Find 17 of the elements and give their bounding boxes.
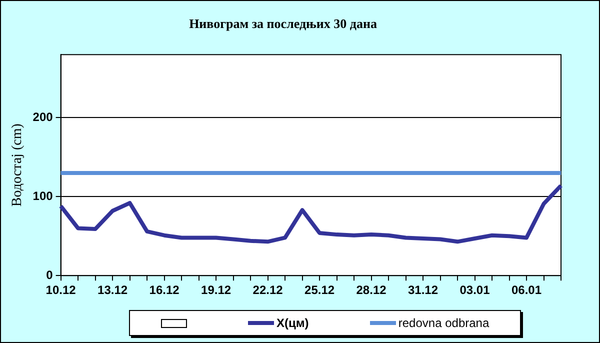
x-tick-label: 25.12	[304, 283, 335, 298]
x-tick-label: 16.12	[149, 283, 180, 298]
chart-title: Нивограм за последњих 30 дана	[189, 16, 378, 32]
y-axis-title: Водостај (cm)	[10, 123, 26, 207]
y-tick-label: 0	[46, 268, 54, 282]
x-tick-label: 31.12	[408, 283, 438, 298]
x-tick-label: 28.12	[356, 283, 387, 298]
x-tick-label: 06.01	[511, 283, 542, 298]
x-tick-label: 22.12	[252, 283, 284, 298]
y-tick-label: 200	[32, 110, 54, 124]
y-tick-label: 100	[32, 188, 54, 203]
x-tick-label: 13.12	[98, 283, 128, 298]
x-tick-label: 19.12	[201, 283, 232, 298]
x-tick-label: 03.01	[460, 283, 490, 298]
legend-label: X(цм)	[276, 316, 309, 330]
legend-label: redovna odbrana	[398, 316, 490, 330]
x-tick-label: 10.12	[46, 283, 76, 298]
